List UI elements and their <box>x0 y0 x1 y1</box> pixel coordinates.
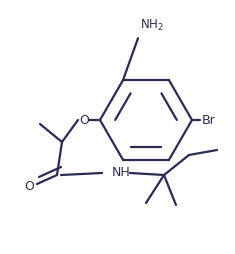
Text: Br: Br <box>202 114 216 126</box>
Text: O: O <box>79 114 89 126</box>
Text: NH$_2$: NH$_2$ <box>140 18 164 33</box>
Text: O: O <box>24 181 34 194</box>
Text: NH: NH <box>112 167 131 180</box>
